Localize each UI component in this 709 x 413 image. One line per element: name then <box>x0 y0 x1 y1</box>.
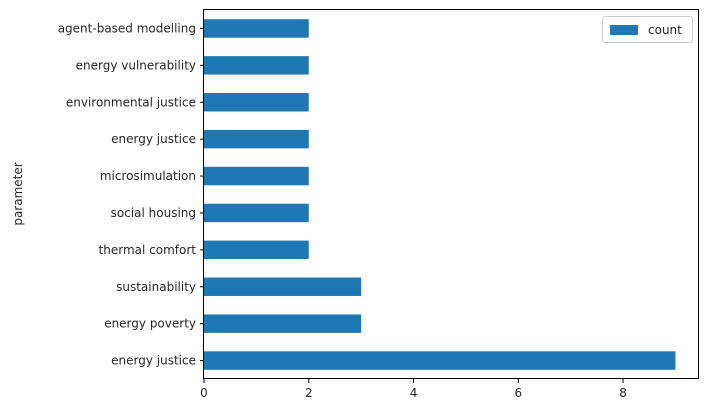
bars-group <box>204 19 676 370</box>
y-tick-label: social housing <box>111 206 196 220</box>
bar <box>204 166 309 186</box>
y-tick-label: thermal comfort <box>99 243 197 257</box>
legend-label: count <box>648 23 682 37</box>
x-ticks-group: 0 2 4 6 8 <box>200 379 627 400</box>
y-tick-label: energy vulnerability <box>76 58 196 72</box>
y-tick-label: energy justice <box>111 354 196 368</box>
y-tick-label: energy poverty <box>104 317 196 331</box>
x-tick-label: 0 <box>200 386 208 400</box>
bar <box>204 56 309 75</box>
y-tick-label: sustainability <box>116 280 196 294</box>
x-tick-label: 4 <box>410 386 418 400</box>
bar <box>204 19 309 38</box>
bar <box>204 93 309 112</box>
y-tick-label: energy justice <box>111 132 196 146</box>
bar <box>204 277 362 296</box>
legend-box <box>602 16 693 43</box>
y-tick-label: microsimulation <box>100 169 196 183</box>
x-tick-label: 8 <box>619 386 627 400</box>
legend-swatch <box>610 25 638 35</box>
x-tick-label: 2 <box>305 386 313 400</box>
bar <box>204 351 676 370</box>
bar <box>204 203 309 223</box>
bar <box>204 240 309 260</box>
y-tick-label: environmental justice <box>66 95 196 109</box>
x-tick-label: 6 <box>514 386 522 400</box>
legend: count <box>602 16 693 43</box>
bar <box>204 129 309 149</box>
y-axis-label: parameter <box>11 162 25 225</box>
y-tick-label: agent-based modelling <box>58 21 196 35</box>
y-ticks-group: energy justice energy poverty sustainabili… <box>58 21 204 368</box>
plot-frame <box>203 9 699 379</box>
bar <box>204 314 362 333</box>
